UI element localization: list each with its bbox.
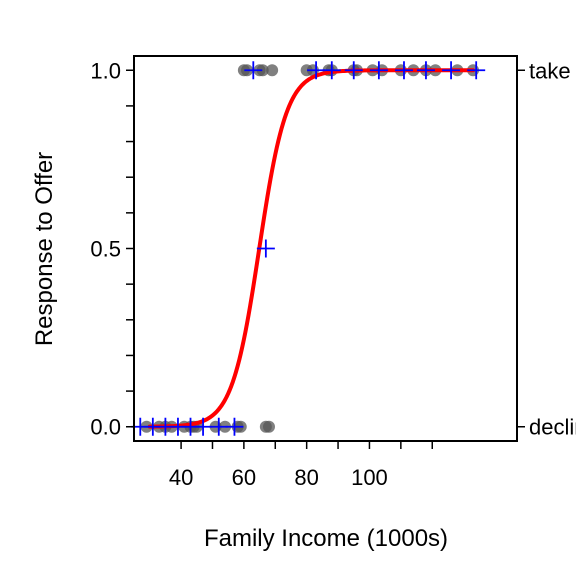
cross-marker xyxy=(194,417,213,436)
data-point xyxy=(256,64,269,77)
plot-frame xyxy=(133,55,518,442)
cross-marker xyxy=(256,239,275,258)
cross-marker xyxy=(322,61,341,80)
y-axis-title: Response to Offer xyxy=(31,152,58,346)
fit-curve-layer xyxy=(147,68,476,429)
x-tick-label: 100 xyxy=(351,465,388,490)
y-tick-label: 0.5 xyxy=(90,237,121,262)
cross-marker xyxy=(369,61,388,80)
cross-markers xyxy=(131,61,486,436)
cross-marker xyxy=(244,61,263,80)
x-tick-label: 60 xyxy=(232,465,256,490)
x-tick-label: 40 xyxy=(169,465,193,490)
axes: 40 60 80 100 0.0 0.5 1.0 take decline xyxy=(90,58,576,490)
cross-marker xyxy=(344,61,363,80)
y-tick-label: 1.0 xyxy=(90,58,121,83)
cross-marker xyxy=(416,61,435,80)
cross-marker xyxy=(467,61,486,80)
data-point xyxy=(266,64,279,77)
right-axis-label: take xyxy=(529,58,571,83)
cross-marker xyxy=(225,417,244,436)
cross-marker xyxy=(442,61,461,80)
x-axis-title: Family Income (1000s) xyxy=(204,525,448,552)
cross-marker xyxy=(307,61,326,80)
fit-curve xyxy=(147,68,476,429)
cross-marker xyxy=(394,61,413,80)
x-tick-label: 80 xyxy=(294,465,318,490)
y-tick-label: 0.0 xyxy=(90,415,121,440)
data-point xyxy=(262,420,275,433)
data-points xyxy=(140,64,480,433)
cross-marker xyxy=(209,417,228,436)
right-axis-label: decline xyxy=(529,415,576,440)
